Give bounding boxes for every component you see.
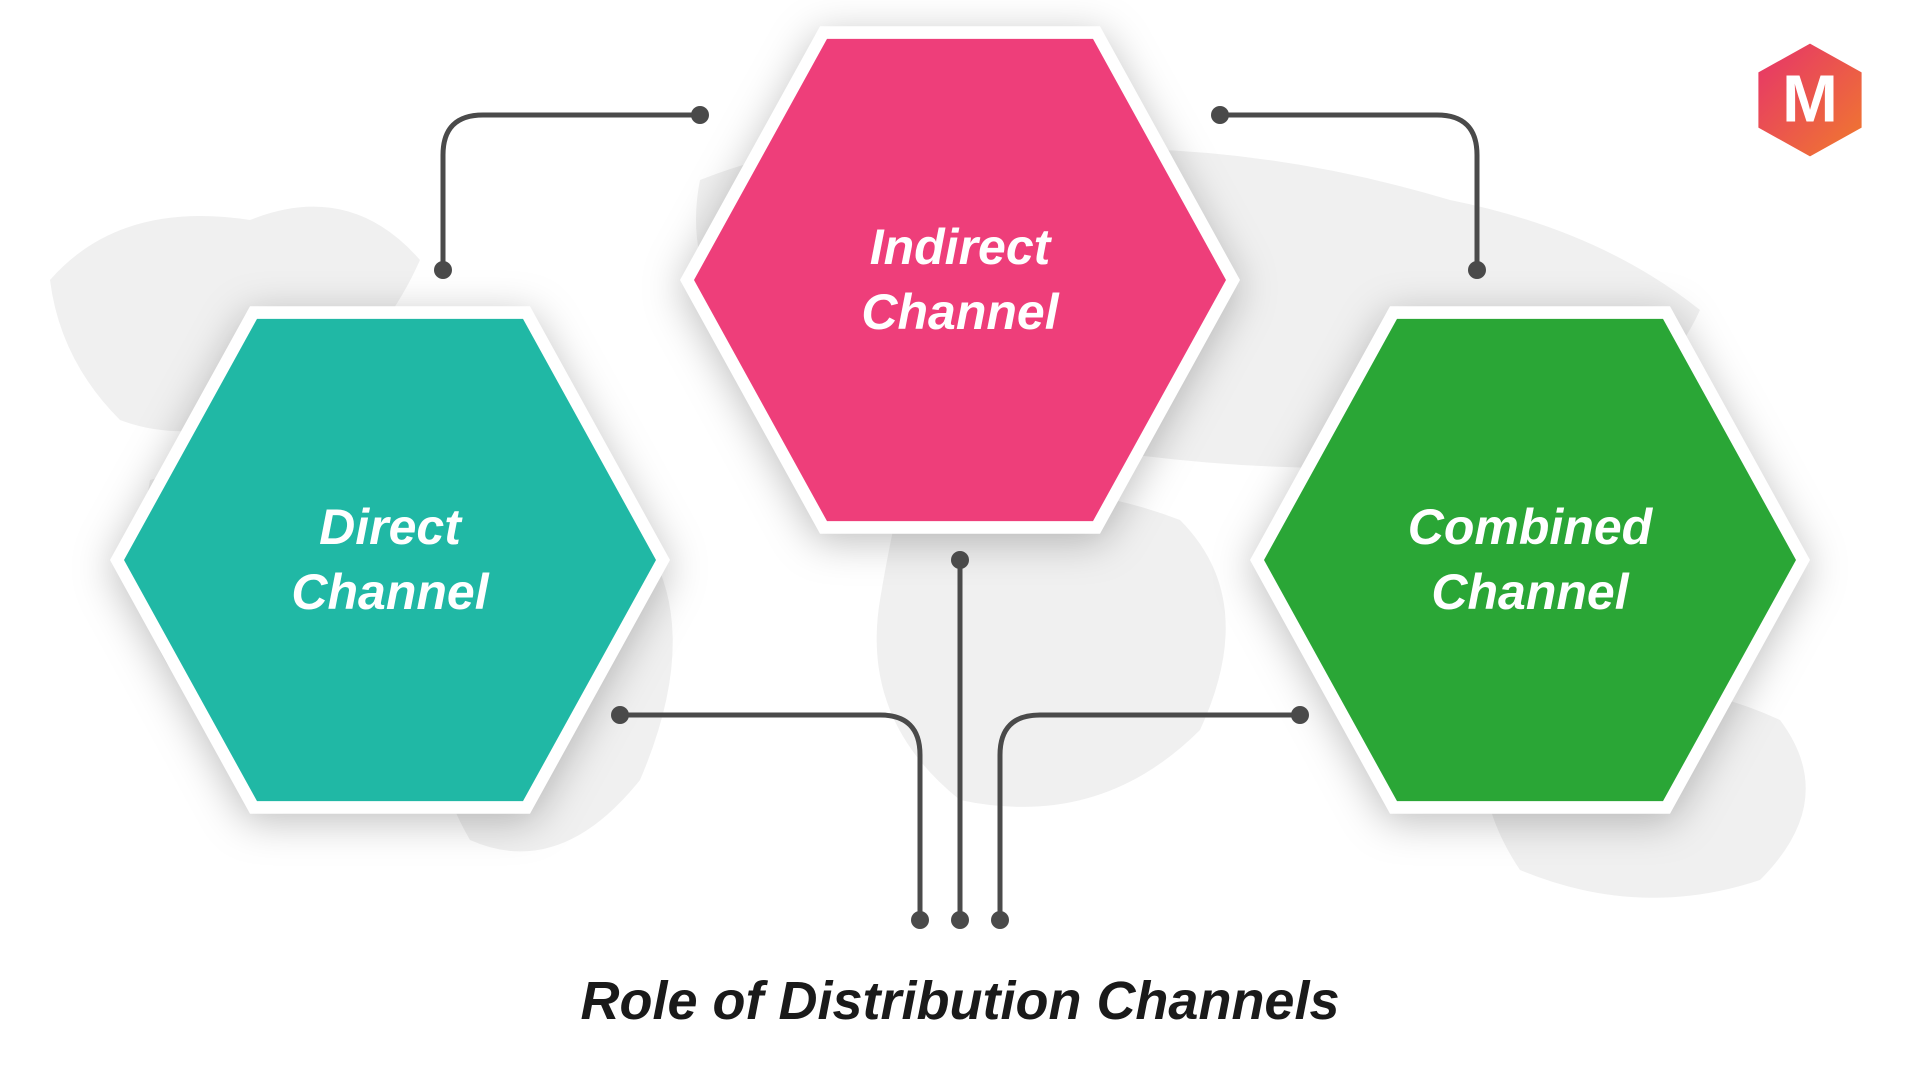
connectors (0, 0, 1920, 1080)
